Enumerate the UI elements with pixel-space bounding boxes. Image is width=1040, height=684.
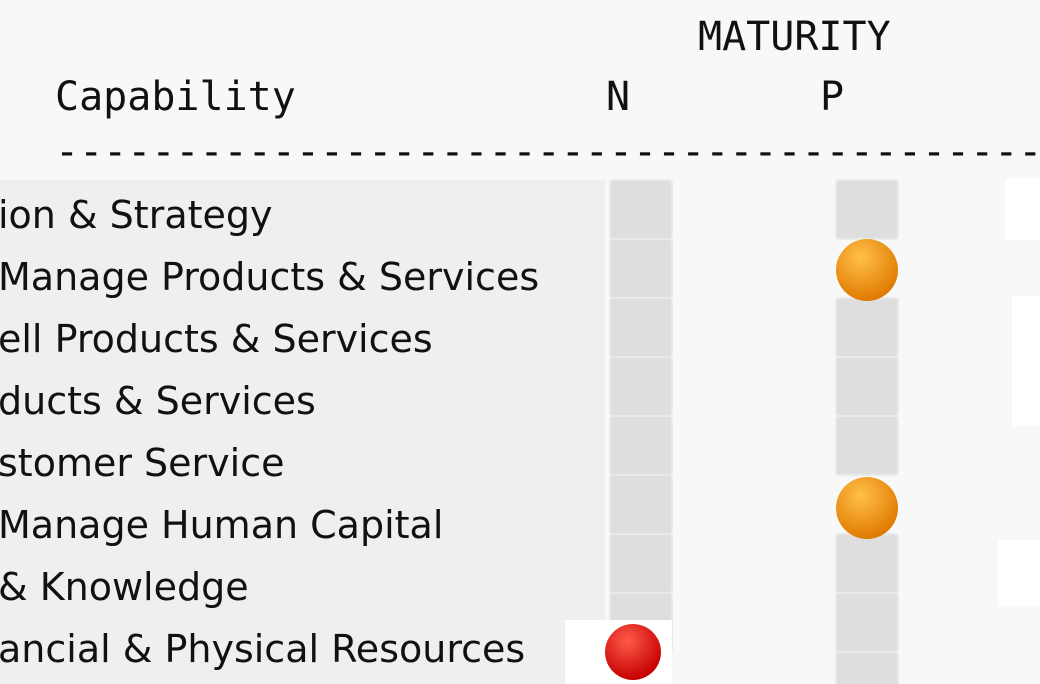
cell: [835, 592, 899, 653]
column-header: N: [606, 74, 630, 120]
row-label: & Knowledge: [0, 565, 249, 609]
cell: [835, 297, 899, 358]
cell: [609, 474, 673, 535]
row-label: ducts & Services: [0, 379, 316, 423]
cell: [835, 533, 899, 594]
cells: [609, 179, 899, 684]
row-label: Manage Products & Services: [0, 255, 539, 299]
row-label: ell Products & Services: [0, 317, 433, 361]
cell: [609, 179, 673, 240]
cell: [609, 238, 673, 299]
cell-white: [998, 540, 1040, 606]
row-label: ancial & Physical Resources: [0, 627, 525, 671]
rows: ion & Strategy Manage Products & Services…: [0, 193, 539, 671]
cell-white: [1005, 178, 1040, 240]
cell: [835, 179, 899, 240]
row-label: ion & Strategy: [0, 193, 273, 237]
cell: [835, 356, 899, 417]
column-header: P: [820, 74, 844, 120]
row-label: Manage Human Capital: [0, 503, 443, 547]
cell-white: [1012, 296, 1040, 426]
group-header: MATURITY: [698, 14, 891, 60]
orange-marker: [836, 477, 898, 539]
cell: [609, 415, 673, 476]
cell: [835, 415, 899, 476]
cell: [609, 356, 673, 417]
cell: [835, 651, 899, 684]
row-label: stomer Service: [0, 441, 284, 485]
cell: [609, 297, 673, 358]
orange-marker: [836, 239, 898, 301]
red-marker: [605, 624, 661, 680]
column-header: Capability: [55, 74, 296, 120]
capability-column: [0, 180, 605, 684]
cell: [609, 533, 673, 594]
header-rule: ----------------------------------------…: [55, 129, 1040, 175]
